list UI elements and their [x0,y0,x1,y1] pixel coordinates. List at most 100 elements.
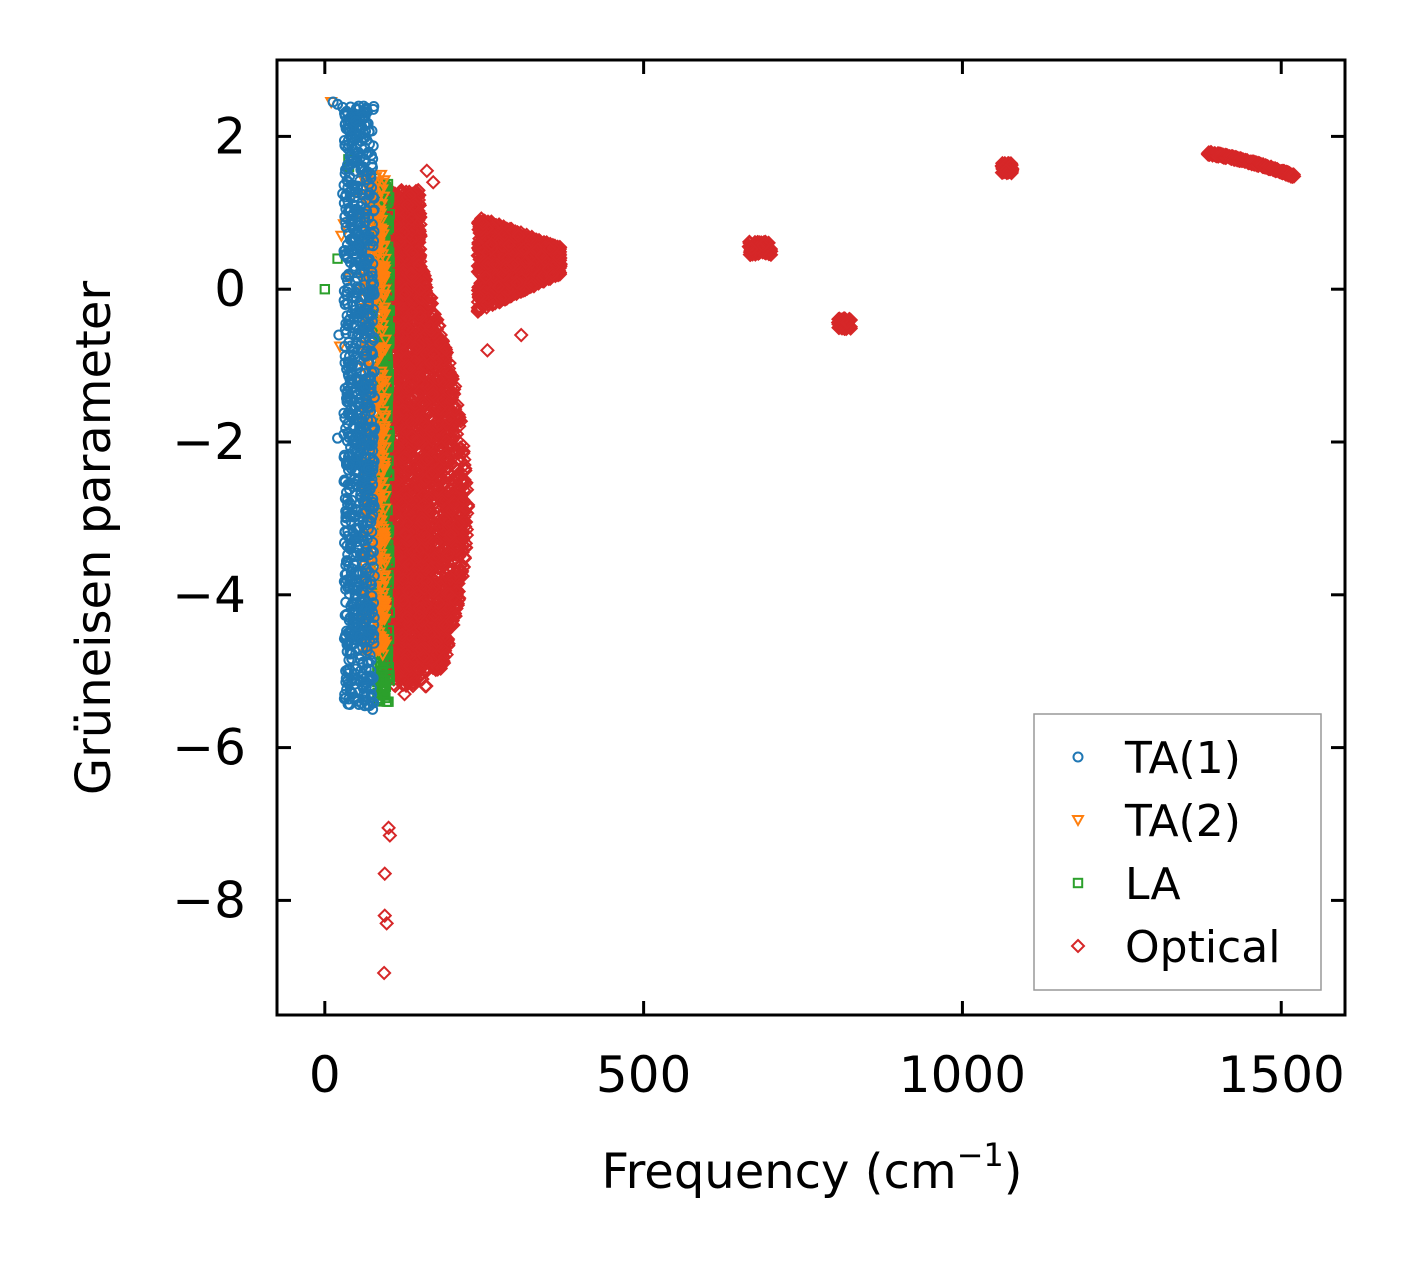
data-point-optical [408,598,423,614]
data-point-optical [478,269,493,285]
data-point-optical [426,346,442,362]
data-point-optical [414,613,430,629]
data-point-optical [398,527,414,543]
data-point-optical [402,360,418,376]
data-point-optical [397,466,413,481]
data-point-optical [416,581,432,597]
data-point-optical [439,618,455,634]
data-point-optical [411,337,427,353]
data-point-optical [400,321,416,336]
data-point-optical [433,552,449,568]
data-point-optical [438,342,454,358]
data-point-optical [426,550,442,566]
data-point-optical [448,564,464,580]
data-point-optical [396,403,411,418]
data-point-optical [417,527,433,542]
data-point-optical [405,199,421,215]
data-point-optical [438,597,454,613]
data-point-optical [541,241,557,256]
data-point-optical [406,388,422,404]
data-point-optical [455,445,470,461]
data-point-optical [414,541,430,557]
data-point-optical [416,416,432,432]
data-point-optical [447,401,463,417]
data-point-optical [409,571,424,587]
data-point-optical [437,511,453,527]
data-point-optical [397,281,413,297]
data-point-optical [515,241,531,257]
data-point-optical [450,469,466,485]
data-point-optical [414,671,430,687]
data-point-optical [428,415,443,431]
data-point-optical [390,394,406,410]
data-point-optical [449,538,464,554]
data-point-optical [403,265,419,281]
data-point-optical [425,387,441,403]
data-point-optical [448,441,464,457]
data-point-optical [405,223,420,238]
data-point-optical [552,240,568,256]
data-point-optical [395,571,411,587]
data-point-optical [434,343,449,359]
data-point-optical [408,228,424,244]
data-point-optical [447,593,463,608]
data-point-optical [498,259,514,275]
data-point-optical [425,507,441,522]
data-point-optical [422,289,438,305]
data-point-optical [412,407,428,423]
data-point-optical [411,257,427,273]
data-point-optical [412,608,427,624]
data-point-optical [396,297,412,312]
data-point-optical [417,640,433,656]
data-point-optical [436,649,452,665]
data-point-optical [533,248,549,264]
data-point-optical [436,451,452,467]
data-point-optical [436,352,452,367]
data-point-optical [493,290,508,306]
data-point-optical [429,534,445,550]
data-point-optical [392,234,408,250]
data-point-optical [396,225,412,240]
data-point-optical [418,596,434,612]
data-point-optical [545,266,561,282]
data-point-optical [412,206,428,222]
data-point-optical [505,224,521,239]
data-point-optical [431,595,447,611]
data-point-optical [403,415,419,430]
data-point-optical [459,527,475,543]
data-point-optical [426,306,442,322]
data-point-optical [454,564,469,580]
data-point-optical [395,536,411,551]
data-point-optical [404,245,420,261]
data-point-optical [405,678,421,694]
data-point-optical [413,642,429,657]
data-point-optical [444,379,460,394]
data-point-optical [416,497,432,513]
data-point-optical [395,593,411,608]
data-point-optical [423,424,439,440]
data-point-optical [441,384,457,399]
data-point-optical [442,513,457,529]
data-point-optical [429,634,445,650]
data-point-optical [440,364,456,380]
data-point-optical [489,257,505,272]
data-point-optical [402,658,417,674]
data-point-optical [471,288,487,304]
data-point-optical [416,367,432,383]
data-point-optical [404,305,420,321]
data-point-optical [505,256,521,272]
data-point-optical [450,559,466,575]
data-point-optical [497,221,513,236]
data-point-optical [512,276,528,292]
data-point-optical [518,254,534,270]
data-point-optical [494,231,510,246]
data-point-optical [395,496,411,512]
data-point-optical [459,482,475,498]
data-point-optical [415,434,431,450]
data-point-optical [412,384,427,399]
data-point-optical [456,559,471,575]
data-point-optical [391,622,407,638]
data-point-optical [423,355,439,371]
data-point-optical [451,444,467,459]
data-point-optical [494,283,509,298]
